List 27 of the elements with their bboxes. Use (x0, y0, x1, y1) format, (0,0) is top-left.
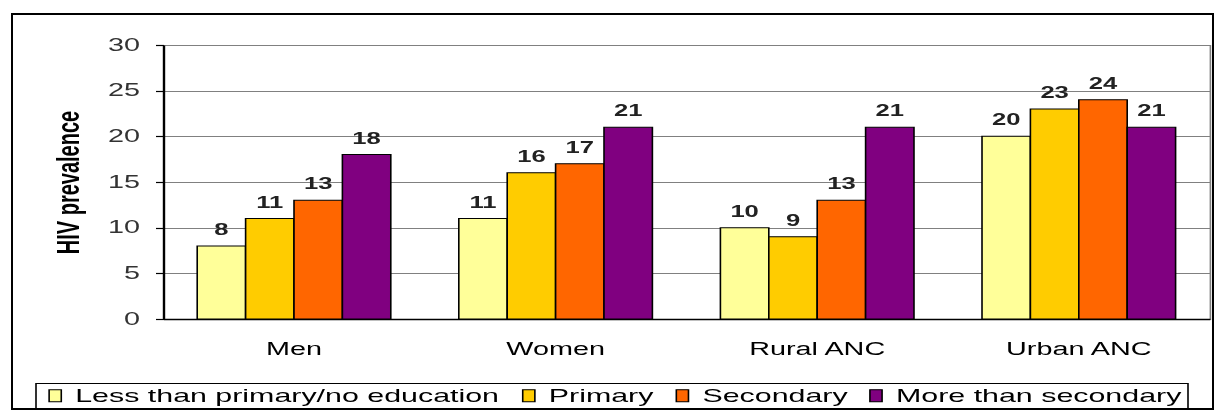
data-label: 21 (875, 101, 905, 120)
legend-label: Less than primary/no education (75, 384, 500, 406)
y-axis-title: HIV prevalence (50, 110, 87, 255)
x-tick-label: Women (506, 338, 605, 359)
data-label: 11 (469, 193, 497, 212)
data-label: 10 (730, 202, 759, 221)
x-tick-label: Rural ANC (749, 338, 886, 359)
data-label: 16 (517, 147, 546, 166)
legend-label: Primary (548, 384, 654, 406)
y-tick-label: 5 (123, 262, 140, 283)
data-label: 24 (1088, 74, 1118, 93)
y-tick-label: 10 (107, 216, 140, 237)
data-label: 20 (991, 111, 1021, 130)
data-label: 9 (785, 211, 801, 230)
x-tick-label: Urban ANC (1006, 338, 1152, 359)
legend-label: Secondary (702, 384, 849, 406)
y-tick-label: 30 (107, 34, 140, 55)
data-label: 11 (256, 193, 284, 212)
y-tick-label: 20 (107, 125, 140, 146)
data-label: 17 (565, 138, 595, 157)
x-tick-label: Men (266, 338, 322, 359)
y-tick-label: 25 (107, 79, 140, 100)
y-tick-label: 0 (123, 308, 140, 329)
data-label: 21 (613, 101, 643, 120)
legend-label: More than secondary (896, 384, 1182, 406)
y-tick-label: 15 (107, 171, 140, 192)
data-label: 21 (1137, 101, 1166, 120)
